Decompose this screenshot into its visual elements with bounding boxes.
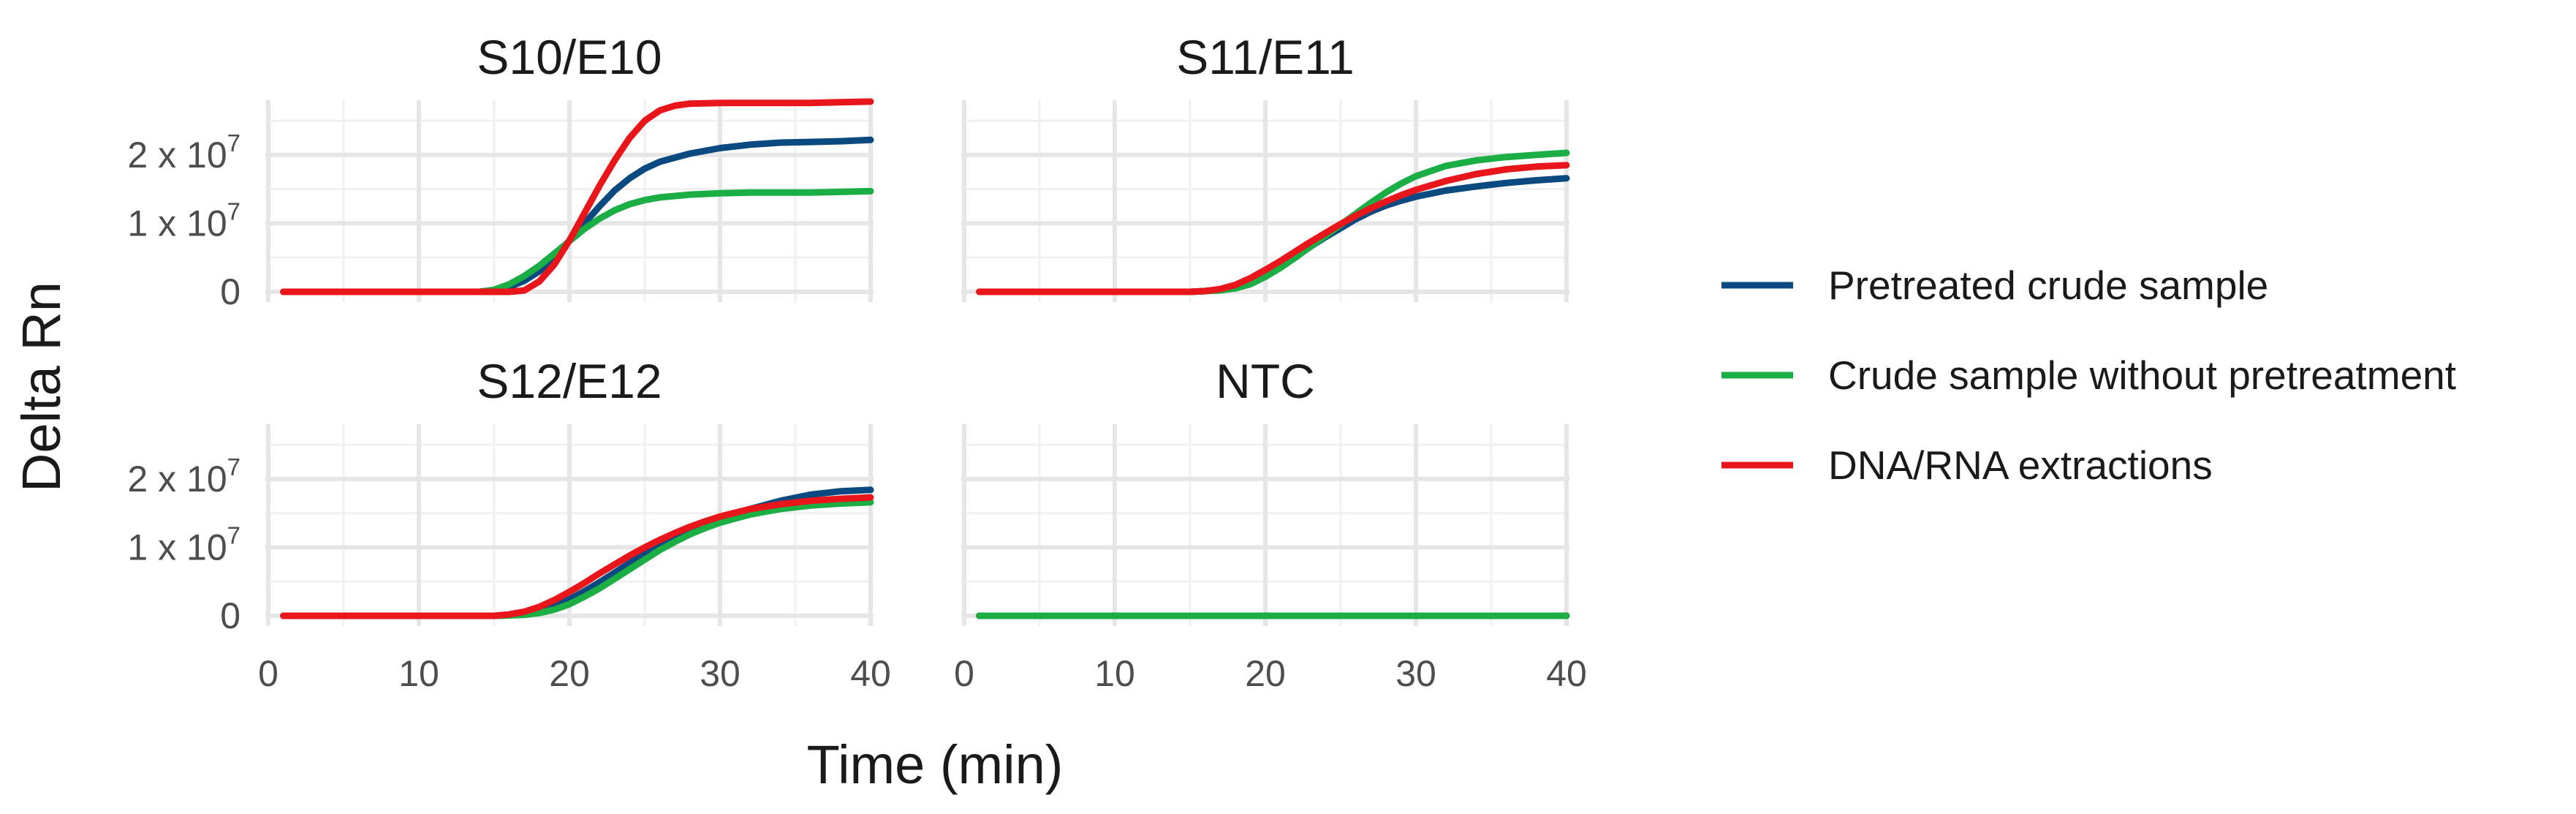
x-tick-label: 20 [549,653,590,694]
y-tick-label: 0 [220,271,240,312]
y-tick-label: 1 x 107 [127,197,240,244]
series-line-dna-rna-extractions [280,98,874,295]
panel-s12-e12: S12/E12 0 1 x 107 2 x 107 0 10 20 30 40 [127,354,890,694]
legend-item: DNA/RNA extractions [1721,442,2213,488]
y-tick-exponent: 7 [227,129,240,157]
series-line-dna-rna-extractions [280,494,874,619]
x-tick-label: 40 [1546,653,1587,694]
legend-item: Pretreated crude sample [1721,263,2268,308]
x-tick-label: 0 [258,653,279,694]
panel-title: S11/E11 [1176,30,1354,84]
legend-label: Crude sample without pretreatment [1828,353,2456,398]
x-tick-label: 30 [700,653,740,694]
y-tick-exponent: 7 [227,521,240,549]
y-tick-label: 1 x 107 [127,521,240,568]
x-tick-label: 10 [398,653,439,694]
x-tick-label: 20 [1245,653,1286,694]
legend-label: Pretreated crude sample [1828,263,2268,308]
y-tick-exponent: 7 [227,453,240,481]
y-tick-label: 2 x 107 [127,129,240,176]
legend: Pretreated crude sample Crude sample with… [1721,263,2456,488]
y-tick-exponent: 7 [227,197,240,225]
panel-s10-e10: S10/E10 0 1 x 107 2 x 107 [127,30,874,312]
legend-item: Crude sample without pretreatment [1721,353,2456,398]
panel-s11-e11: S11/E11 [961,30,1570,302]
y-tick-label: 2 x 107 [127,453,240,500]
panel-title: S10/E10 [477,30,662,84]
x-axis-title: Time (min) [807,734,1064,795]
x-tick-label: 10 [1094,653,1135,694]
panel-ntc: NTC 0 10 20 30 40 [954,354,1587,694]
y-tick-label: 0 [220,595,240,636]
panel-title: NTC [1216,354,1315,408]
panel-title: S12/E12 [477,354,662,408]
x-tick-label: 30 [1395,653,1436,694]
series-line-dna-rna-extractions [976,162,1570,295]
legend-label: DNA/RNA extractions [1828,442,2213,488]
x-tick-label: 40 [850,653,891,694]
y-axis-title: Delta Rn [11,282,72,492]
x-tick-label: 0 [954,653,974,694]
panels: S10/E10 0 1 x 107 2 x 107 S11/E11 S12/E12 0 1 x… [127,30,1586,694]
